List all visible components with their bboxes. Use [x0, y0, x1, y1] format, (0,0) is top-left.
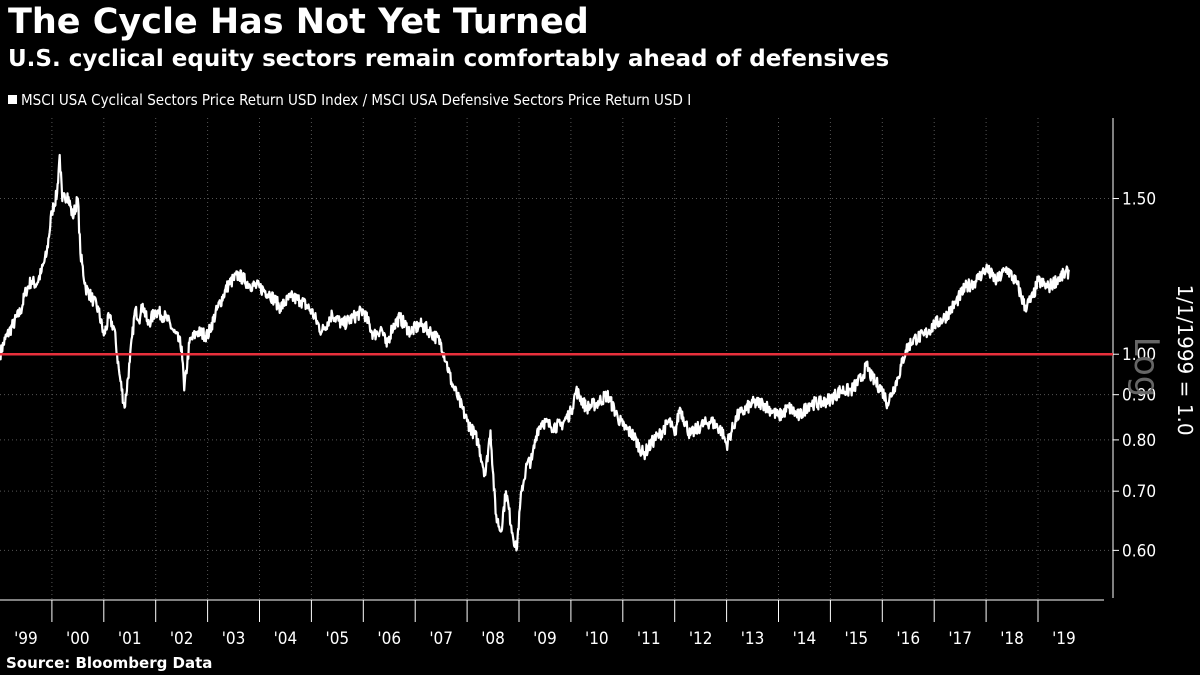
x-tick-label: '11 [637, 629, 661, 649]
source-note: Source: Bloomberg Data [6, 654, 213, 672]
x-tick-label: '14 [793, 629, 817, 649]
x-tick-label: '02 [170, 629, 194, 649]
x-tick-label: '10 [585, 629, 609, 649]
x-tick-label: '18 [1000, 629, 1024, 649]
gridlines [0, 118, 1113, 600]
legend-label: MSCI USA Cyclical Sectors Price Return U… [21, 91, 692, 109]
x-tick-label: '16 [896, 629, 920, 649]
y-tick-label: 1.00 [1122, 345, 1156, 365]
series-line [0, 153, 1071, 552]
y-axis-label: 1/1/1999 = 1.0 [1173, 284, 1197, 435]
y-tick-label: 0.90 [1122, 386, 1156, 406]
x-tick-label: '08 [481, 629, 505, 649]
legend: MSCI USA Cyclical Sectors Price Return U… [8, 91, 691, 109]
chart-subtitle: U.S. cyclical equity sectors remain comf… [8, 46, 890, 72]
x-tick-label: '00 [66, 629, 90, 649]
x-tick-label: '15 [845, 629, 869, 649]
log-scale-label: Log [1126, 337, 1166, 398]
x-tick-label: '13 [741, 629, 765, 649]
x-tick-label: '03 [222, 629, 246, 649]
x-tick-label: '09 [533, 629, 557, 649]
x-tick-label: '06 [377, 629, 401, 649]
y-axis: 1.50 1.00 0.90 0.80 0.70 0.60 [1113, 190, 1156, 561]
x-tick-label: '99 [14, 629, 38, 649]
y-tick-label: 0.60 [1122, 541, 1156, 561]
y-tick-label: 0.80 [1122, 431, 1156, 451]
x-tick-label: '04 [274, 629, 298, 649]
legend-swatch [8, 95, 17, 104]
x-axis: '99 '00 '01 '02 '03 '04 '05 '06 '07 '08 '09 '10 '11 '… [14, 600, 1076, 649]
chart-title: The Cycle Has Not Yet Turned [8, 2, 589, 42]
x-tick-label: '07 [429, 629, 453, 649]
x-tick-label: '01 [118, 629, 142, 649]
y-tick-label: 0.70 [1122, 482, 1156, 502]
y-tick-label: 1.50 [1122, 190, 1156, 210]
x-tick-label: '17 [948, 629, 972, 649]
x-tick-label: '05 [326, 629, 350, 649]
x-tick-label: '19 [1052, 629, 1076, 649]
x-tick-label: '12 [689, 629, 713, 649]
